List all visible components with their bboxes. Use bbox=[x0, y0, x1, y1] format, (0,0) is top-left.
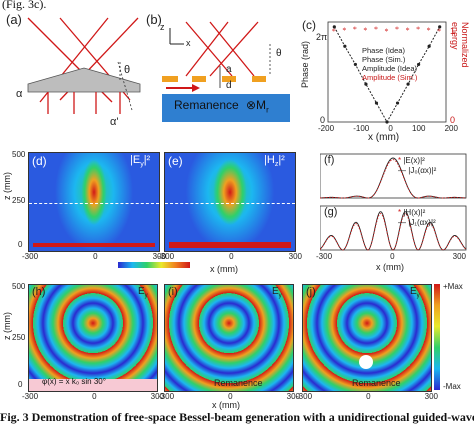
amplitude-sim-point: * bbox=[332, 27, 336, 36]
colorbar-d-e bbox=[118, 262, 190, 268]
panel-c-chart: * * * * * * * * * * * bbox=[327, 21, 447, 124]
c-ytick-2pi: 2π bbox=[316, 32, 328, 42]
z-axis-label-b: z bbox=[160, 22, 165, 32]
panel-c-label: (c) bbox=[302, 18, 316, 32]
remanence-i: Remanence bbox=[214, 378, 263, 388]
hij-colorbar bbox=[434, 284, 440, 390]
caption-bottom: Fig. 3 Demonstration of free-space Besse… bbox=[0, 410, 474, 424]
amplitude-sim-point: * bbox=[374, 25, 378, 34]
theta-b-label: θ bbox=[276, 48, 282, 59]
de-xlabel: x (mm) bbox=[210, 264, 238, 274]
panel-i-field-map bbox=[164, 284, 294, 392]
panel-g-label: (g) bbox=[324, 206, 338, 218]
amplitude-sim-point: * bbox=[363, 26, 367, 35]
g-legend: * |H(x)|² — |J₁(αx)|² bbox=[398, 208, 436, 227]
panel-i-field: Ey bbox=[272, 286, 282, 299]
i-xticks: -300 0 300 bbox=[158, 392, 300, 401]
phase-sim-point bbox=[374, 101, 379, 105]
mr-label: ⊗Mr bbox=[246, 98, 269, 115]
g-xlabel: x (mm) bbox=[376, 262, 404, 272]
phase-sim-point bbox=[332, 25, 336, 29]
amplitude-sim-point: * bbox=[395, 25, 399, 34]
hij-colorbar-max: +Max bbox=[443, 282, 463, 291]
x-axis-label-b: x bbox=[186, 38, 191, 48]
panel-j-label: (j) bbox=[306, 286, 316, 298]
panel-h-field-map bbox=[28, 284, 158, 392]
amplitude-sim-point: * bbox=[427, 26, 431, 35]
g-xticks: -300 0 300 bbox=[316, 252, 466, 261]
panel-a-diagram bbox=[27, 17, 141, 114]
amplitude-sim-point: * bbox=[385, 27, 389, 36]
panel-b-label: (b) bbox=[146, 12, 162, 27]
f-legend: * |E(x)|² — |J₀(αx)|² bbox=[398, 156, 437, 175]
j-xticks: -300 0 300 bbox=[296, 392, 438, 401]
de-ztick-0: 0 bbox=[18, 240, 23, 249]
amplitude-sim-point: * bbox=[342, 26, 346, 35]
amplitude-sim-point: * bbox=[437, 27, 441, 36]
amplitude-sim-point: * bbox=[416, 25, 420, 34]
d-label-b: d bbox=[226, 80, 232, 91]
panel-h-field: Ey bbox=[138, 286, 148, 299]
h-ztick-500: 500 bbox=[12, 282, 26, 291]
caption-top: (Fig. 3c). bbox=[2, 0, 47, 11]
h-xticks: -300 0 300 bbox=[22, 392, 164, 401]
phase-sim-point bbox=[353, 62, 357, 67]
formula-h: φ(x) = x k₀ sin 30° bbox=[42, 377, 106, 386]
c-ytick-0: 0 bbox=[320, 115, 326, 125]
de-zlabel: z (mm) bbox=[2, 172, 12, 200]
c-legend: Phase (Idea) Phase (Sim.) Amplitude (Ide… bbox=[362, 46, 418, 82]
theta-a-label: θ bbox=[124, 64, 131, 76]
panel-e-field-map bbox=[164, 152, 296, 252]
remanence-b-label: Remanence bbox=[174, 98, 239, 112]
phase-sim-point bbox=[406, 82, 410, 86]
panel-f-label: (f) bbox=[324, 154, 335, 166]
c-ytick-right-0: 0 bbox=[450, 115, 456, 125]
phase-sim-point bbox=[385, 120, 389, 124]
h-zlabel: z (mm) bbox=[2, 312, 12, 340]
panel-h-label: (h) bbox=[32, 286, 46, 298]
panel-j-field: Ey bbox=[410, 286, 420, 299]
hij-xlabel: x (mm) bbox=[212, 400, 240, 410]
panel-e-label: (e) bbox=[168, 154, 183, 168]
phase-sim-point bbox=[364, 82, 368, 86]
hij-colorbar-min: -Max bbox=[443, 382, 461, 391]
panel-i-label: (i) bbox=[168, 286, 178, 298]
h-ztick-250: 250 bbox=[12, 333, 26, 342]
amplitude-sim-point: * bbox=[353, 25, 357, 34]
panel-b-diagram bbox=[162, 21, 290, 122]
panel-f-g-plots bbox=[320, 153, 467, 251]
panel-a-label: (a) bbox=[6, 12, 22, 27]
phase-sim-point bbox=[438, 25, 442, 29]
c-xlabel: x (mm) bbox=[368, 132, 400, 143]
amplitude-sim-point: * bbox=[406, 26, 410, 35]
panel-d-field-map bbox=[28, 152, 160, 252]
c-xticks: -200 -100 0 100 200 bbox=[318, 124, 458, 133]
phase-sim-point bbox=[395, 101, 400, 105]
de-ztick-250: 250 bbox=[12, 196, 26, 205]
panel-e-title: |Hz|² bbox=[264, 154, 285, 169]
h-ztick-0: 0 bbox=[18, 380, 23, 389]
alpha-label: α bbox=[16, 88, 23, 100]
c-ytick-right-1: 1 bbox=[450, 26, 456, 36]
panel-j-field-map bbox=[302, 284, 432, 392]
alpha-prime-label: α' bbox=[110, 116, 119, 128]
phase-sim-point bbox=[417, 62, 421, 67]
panel-d-title: |Ey|² bbox=[130, 154, 151, 169]
d-xticks: -300 0 300 bbox=[22, 252, 166, 261]
phase-sim-point bbox=[427, 44, 431, 48]
de-ztick-500: 500 bbox=[12, 150, 26, 159]
a-label-b: a bbox=[226, 64, 232, 75]
phase-sim-point bbox=[343, 44, 347, 48]
panel-d-label: (d) bbox=[32, 154, 47, 168]
e-xticks: -300 0 300 bbox=[158, 252, 302, 261]
c-ylabel-left: Phase (rad) bbox=[300, 40, 310, 88]
remanence-j: Remanence bbox=[352, 378, 401, 388]
